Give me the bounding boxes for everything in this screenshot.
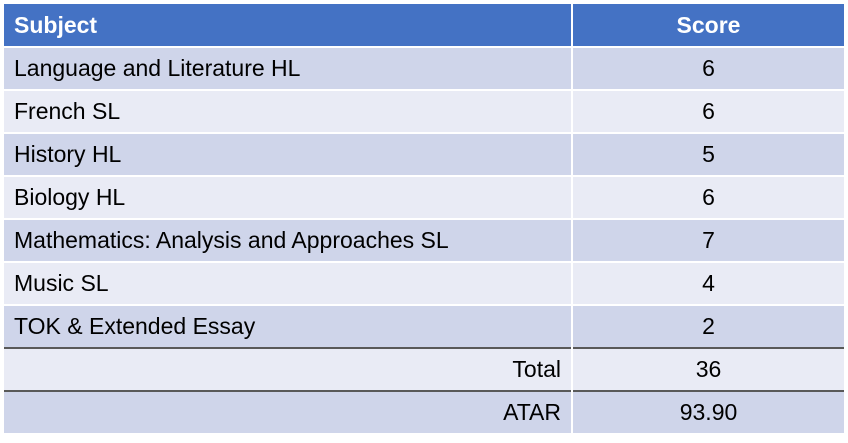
score-cell: 7 <box>571 218 844 262</box>
subject-column-header: Subject <box>4 4 572 48</box>
score-cell: 4 <box>571 261 844 305</box>
header-row: Subject Score <box>4 4 844 48</box>
score-cell: 6 <box>571 46 844 90</box>
subject-cell: Language and Literature HL <box>4 46 572 90</box>
atar-label: ATAR <box>4 390 572 433</box>
score-cell: 6 <box>571 89 844 133</box>
score-cell: 5 <box>571 132 844 176</box>
table-row: French SL 6 <box>4 89 844 133</box>
table-row: Mathematics: Analysis and Approaches SL … <box>4 218 844 262</box>
total-label: Total <box>4 347 572 391</box>
table-row: Biology HL 6 <box>4 175 844 219</box>
atar-value: 93.90 <box>571 390 844 433</box>
subject-cell: French SL <box>4 89 572 133</box>
score-cell: 2 <box>571 304 844 348</box>
subject-cell: History HL <box>4 132 572 176</box>
table-row: Language and Literature HL 6 <box>4 46 844 90</box>
table-row: Music SL 4 <box>4 261 844 305</box>
scores-table: Subject Score Language and Literature HL… <box>4 4 844 433</box>
atar-row: ATAR 93.90 <box>4 390 844 433</box>
table-row: History HL 5 <box>4 132 844 176</box>
subject-cell: Biology HL <box>4 175 572 219</box>
table-row: TOK & Extended Essay 2 <box>4 304 844 348</box>
score-column-header: Score <box>571 4 844 48</box>
subject-cell: Music SL <box>4 261 572 305</box>
total-value: 36 <box>571 347 844 391</box>
subject-cell: TOK & Extended Essay <box>4 304 572 348</box>
subject-cell: Mathematics: Analysis and Approaches SL <box>4 218 572 262</box>
total-row: Total 36 <box>4 347 844 391</box>
score-cell: 6 <box>571 175 844 219</box>
